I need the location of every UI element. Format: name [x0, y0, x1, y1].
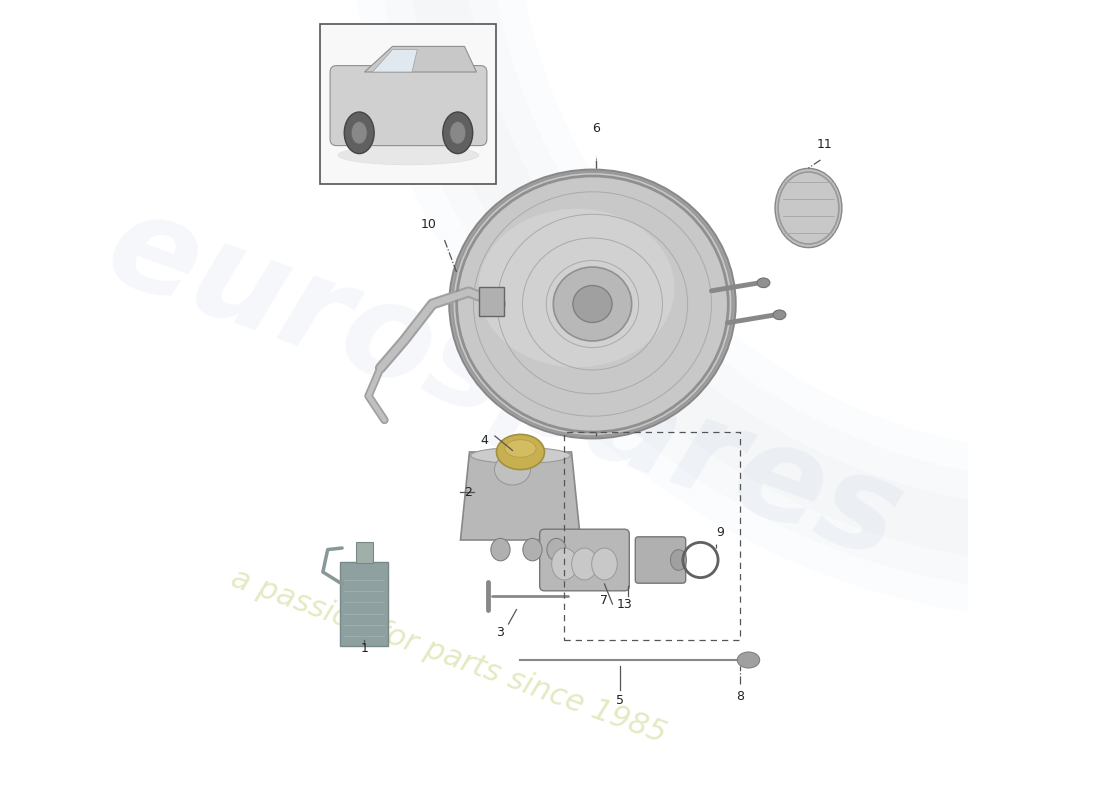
Ellipse shape [773, 310, 785, 320]
Text: 2: 2 [464, 486, 472, 498]
Polygon shape [461, 452, 581, 540]
Text: 11: 11 [816, 138, 833, 150]
Ellipse shape [496, 434, 544, 470]
Text: 7: 7 [601, 594, 608, 606]
Text: 3: 3 [496, 626, 505, 638]
Ellipse shape [778, 172, 839, 244]
Ellipse shape [737, 652, 760, 668]
Ellipse shape [553, 267, 631, 341]
Ellipse shape [592, 548, 617, 580]
Text: 10: 10 [420, 218, 437, 230]
FancyBboxPatch shape [636, 537, 685, 583]
FancyBboxPatch shape [478, 287, 505, 316]
Ellipse shape [495, 454, 530, 485]
Text: eurospares: eurospares [90, 182, 918, 586]
FancyBboxPatch shape [540, 530, 629, 590]
Ellipse shape [471, 448, 570, 463]
Ellipse shape [757, 278, 770, 288]
Ellipse shape [522, 538, 542, 561]
Ellipse shape [344, 112, 374, 154]
Text: 6: 6 [593, 122, 601, 134]
Text: a passion for parts since 1985: a passion for parts since 1985 [227, 563, 670, 749]
Text: 1: 1 [361, 642, 368, 654]
Text: 13: 13 [617, 598, 632, 610]
Ellipse shape [351, 122, 367, 144]
Ellipse shape [449, 170, 736, 438]
Ellipse shape [491, 538, 510, 561]
Bar [320, 24, 496, 184]
Ellipse shape [452, 172, 733, 436]
Ellipse shape [573, 286, 612, 322]
Ellipse shape [478, 209, 674, 367]
FancyBboxPatch shape [340, 562, 388, 646]
Text: 8: 8 [737, 690, 745, 702]
FancyBboxPatch shape [330, 66, 487, 146]
Ellipse shape [505, 440, 536, 458]
Ellipse shape [547, 538, 567, 561]
Polygon shape [373, 50, 417, 72]
Polygon shape [364, 46, 476, 72]
Ellipse shape [671, 550, 686, 570]
Ellipse shape [338, 146, 478, 165]
FancyBboxPatch shape [355, 542, 373, 563]
Ellipse shape [572, 548, 597, 580]
Ellipse shape [776, 168, 842, 248]
Ellipse shape [552, 548, 578, 580]
Text: 5: 5 [616, 694, 625, 706]
Ellipse shape [450, 122, 465, 144]
Ellipse shape [443, 112, 473, 154]
Text: 4: 4 [481, 434, 488, 446]
Text: 9: 9 [716, 526, 725, 538]
